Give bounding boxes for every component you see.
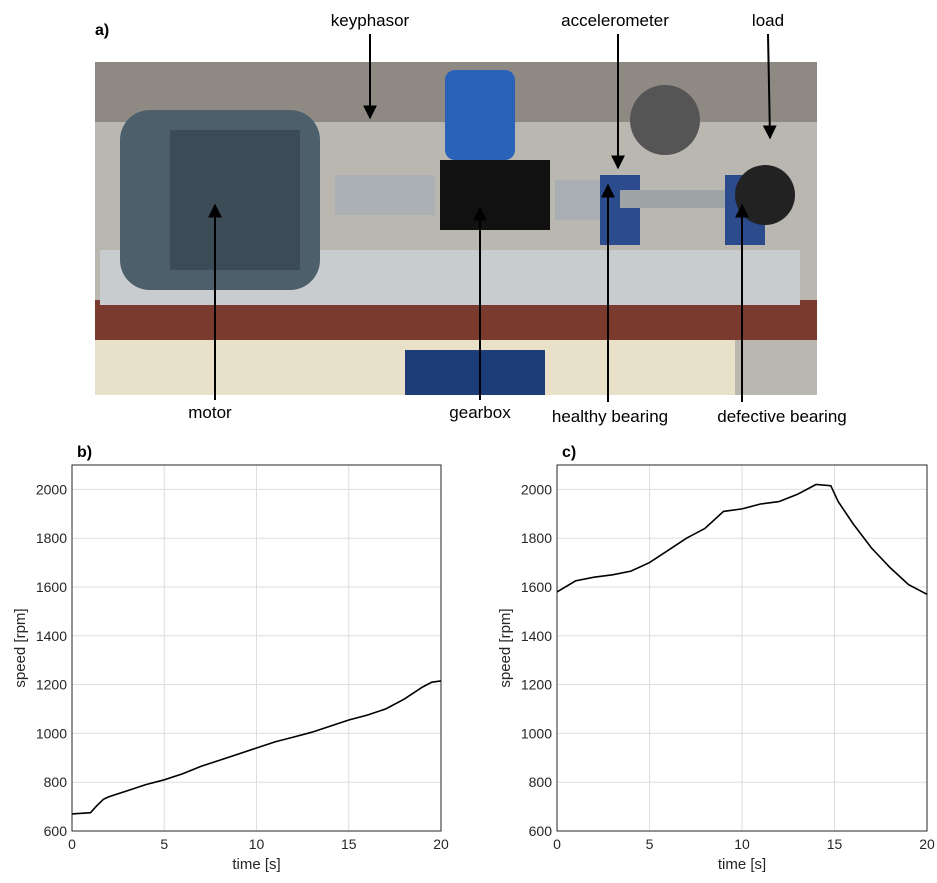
alternator <box>630 85 700 155</box>
bench-edge <box>95 300 817 340</box>
y-tick-label: 600 <box>529 823 553 839</box>
panel-label: a) <box>95 22 109 39</box>
y-tick-label: 2000 <box>521 481 552 497</box>
x-tick-label: 0 <box>553 836 561 852</box>
coupling <box>335 175 435 215</box>
y-tick-label: 600 <box>44 823 68 839</box>
x-axis-label: time [s] <box>232 856 280 873</box>
y-tick-label: 1600 <box>521 579 552 595</box>
y-tick-label: 2000 <box>36 481 67 497</box>
y-tick-label: 1000 <box>521 725 552 741</box>
y-tick-label: 1000 <box>36 725 67 741</box>
y-tick-label: 800 <box>529 774 553 790</box>
y-tick-label: 1200 <box>36 677 67 693</box>
gearbox-body <box>440 160 550 230</box>
plot-frame <box>71 464 442 832</box>
callout-label: motor <box>188 403 232 422</box>
bearing-housing <box>600 175 640 245</box>
x-tick-label: 15 <box>341 836 357 852</box>
callout-label: keyphasor <box>331 11 410 30</box>
x-tick-label: 10 <box>734 836 750 852</box>
y-tick-label: 1600 <box>36 579 67 595</box>
x-tick-label: 5 <box>646 836 654 852</box>
coupling-2 <box>555 180 605 220</box>
speed-line <box>71 680 442 815</box>
x-tick-label: 0 <box>68 836 76 852</box>
y-tick-label: 1200 <box>521 677 552 693</box>
speed-line <box>556 483 928 596</box>
callout-label: load <box>752 11 784 30</box>
x-tick-label: 5 <box>160 836 168 852</box>
y-tick-label: 1800 <box>36 530 67 546</box>
callouts: keyphasor accelerometer load motor gearbox he… <box>188 11 846 426</box>
panel-label: c) <box>562 444 576 461</box>
x-tick-label: 20 <box>919 836 935 852</box>
panel-label: b) <box>77 444 92 461</box>
logo-plate <box>405 350 545 395</box>
x-axis-label: time [s] <box>718 856 766 873</box>
x-tick-label: 10 <box>249 836 265 852</box>
load-disc <box>735 165 795 225</box>
y-axis-label: speed [rpm] <box>497 608 514 687</box>
callout-label: gearbox <box>449 403 511 422</box>
y-tick-label: 1800 <box>521 530 552 546</box>
photo <box>95 62 817 395</box>
callout-label: accelerometer <box>561 11 669 30</box>
y-tick-label: 1400 <box>521 628 552 644</box>
y-tick-label: 1400 <box>36 628 67 644</box>
plot-frame <box>556 464 928 832</box>
callout-arrow <box>762 33 777 140</box>
x-tick-label: 15 <box>827 836 843 852</box>
motor-fins <box>170 130 300 270</box>
shaft <box>620 190 750 208</box>
blue-unit <box>445 70 515 160</box>
y-axis-label: speed [rpm] <box>12 608 29 687</box>
callout-label: healthy bearing <box>552 407 668 426</box>
y-tick-label: 800 <box>44 774 68 790</box>
x-tick-label: 20 <box>433 836 449 852</box>
callout-label: defective bearing <box>717 407 846 426</box>
